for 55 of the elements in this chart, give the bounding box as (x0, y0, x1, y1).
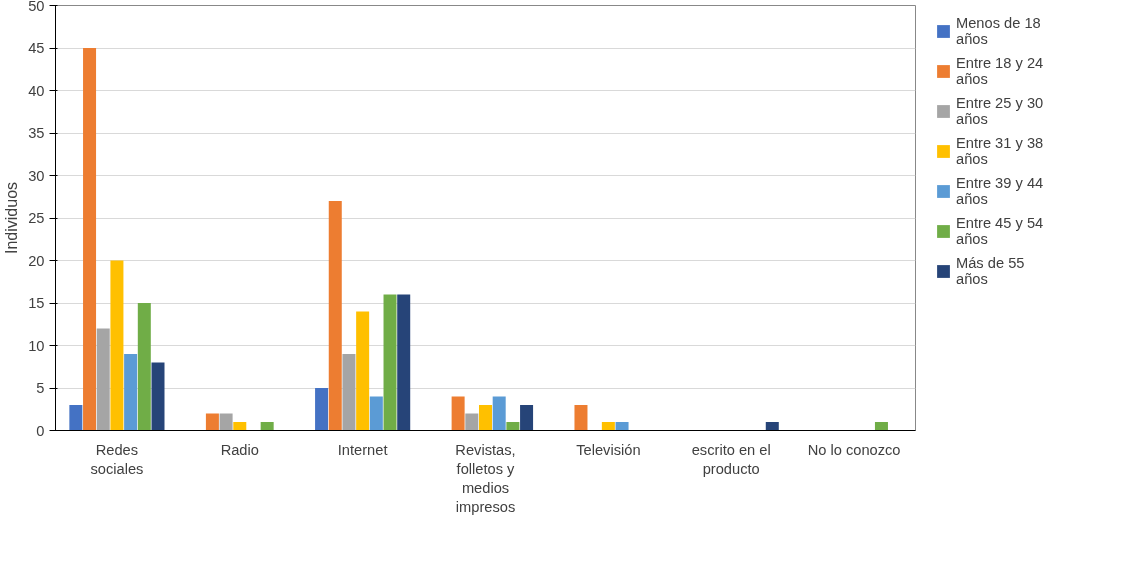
bar (151, 362, 165, 431)
bar (356, 311, 370, 431)
bar (69, 405, 83, 431)
bar (342, 354, 356, 431)
bar (765, 422, 779, 431)
bar (96, 328, 110, 431)
bar (506, 422, 520, 431)
legend-label: Entre 39 y 44 años (956, 175, 1044, 207)
legend-label: Entre 31 y 38 años (956, 135, 1044, 167)
y-tick-label: 0 (36, 422, 45, 439)
y-axis-title: Individuos (3, 181, 21, 255)
legend-label: Entre 45 y 54 años (956, 215, 1044, 247)
bar (465, 413, 479, 431)
bar (601, 422, 615, 431)
bar (397, 294, 411, 431)
legend-label: Menos de 18 años (956, 15, 1041, 47)
y-tick-label: 20 (28, 252, 45, 269)
bar (479, 405, 492, 431)
legend-label: Entre 18 y 24 años (956, 55, 1044, 87)
legend-label: Entre 25 y 30 años (956, 95, 1044, 127)
bar (615, 422, 629, 431)
y-tick-label: 45 (28, 40, 45, 56)
legend-label: Más de 55 años (956, 255, 1025, 287)
bar (574, 405, 588, 431)
y-tick-label: 15 (28, 295, 45, 311)
x-tick-label: Redes sociales (90, 441, 144, 477)
bar (369, 396, 383, 431)
bar (520, 405, 534, 431)
bar (233, 422, 247, 431)
x-tick-label: Radio (220, 441, 259, 458)
y-tick-label: 40 (28, 82, 45, 99)
y-tick-label: 25 (28, 210, 45, 226)
y-tick-label: 50 (28, 0, 45, 14)
bar (137, 303, 151, 431)
y-tick-label: 10 (28, 337, 45, 354)
bar (205, 413, 219, 431)
bar (260, 422, 274, 431)
x-tick-label: Televisión (576, 441, 641, 458)
bar (83, 48, 97, 431)
bar (874, 422, 888, 431)
x-tick-label: Internet (337, 441, 388, 458)
x-tick-label: Revistas, folletos y medios impresos (455, 441, 516, 516)
y-tick-label: 30 (28, 167, 45, 184)
y-tick-label: 35 (28, 125, 45, 141)
y-tick-label: 5 (36, 380, 45, 396)
bar (383, 294, 397, 431)
x-tick-label: No lo conozco (807, 441, 901, 458)
bar (110, 260, 124, 431)
bar (328, 201, 342, 431)
x-tick-label: escrito en el producto (691, 441, 771, 477)
bar (492, 396, 506, 431)
bar (124, 354, 138, 431)
bar (451, 396, 465, 431)
bar (219, 413, 233, 431)
bar (315, 388, 329, 431)
